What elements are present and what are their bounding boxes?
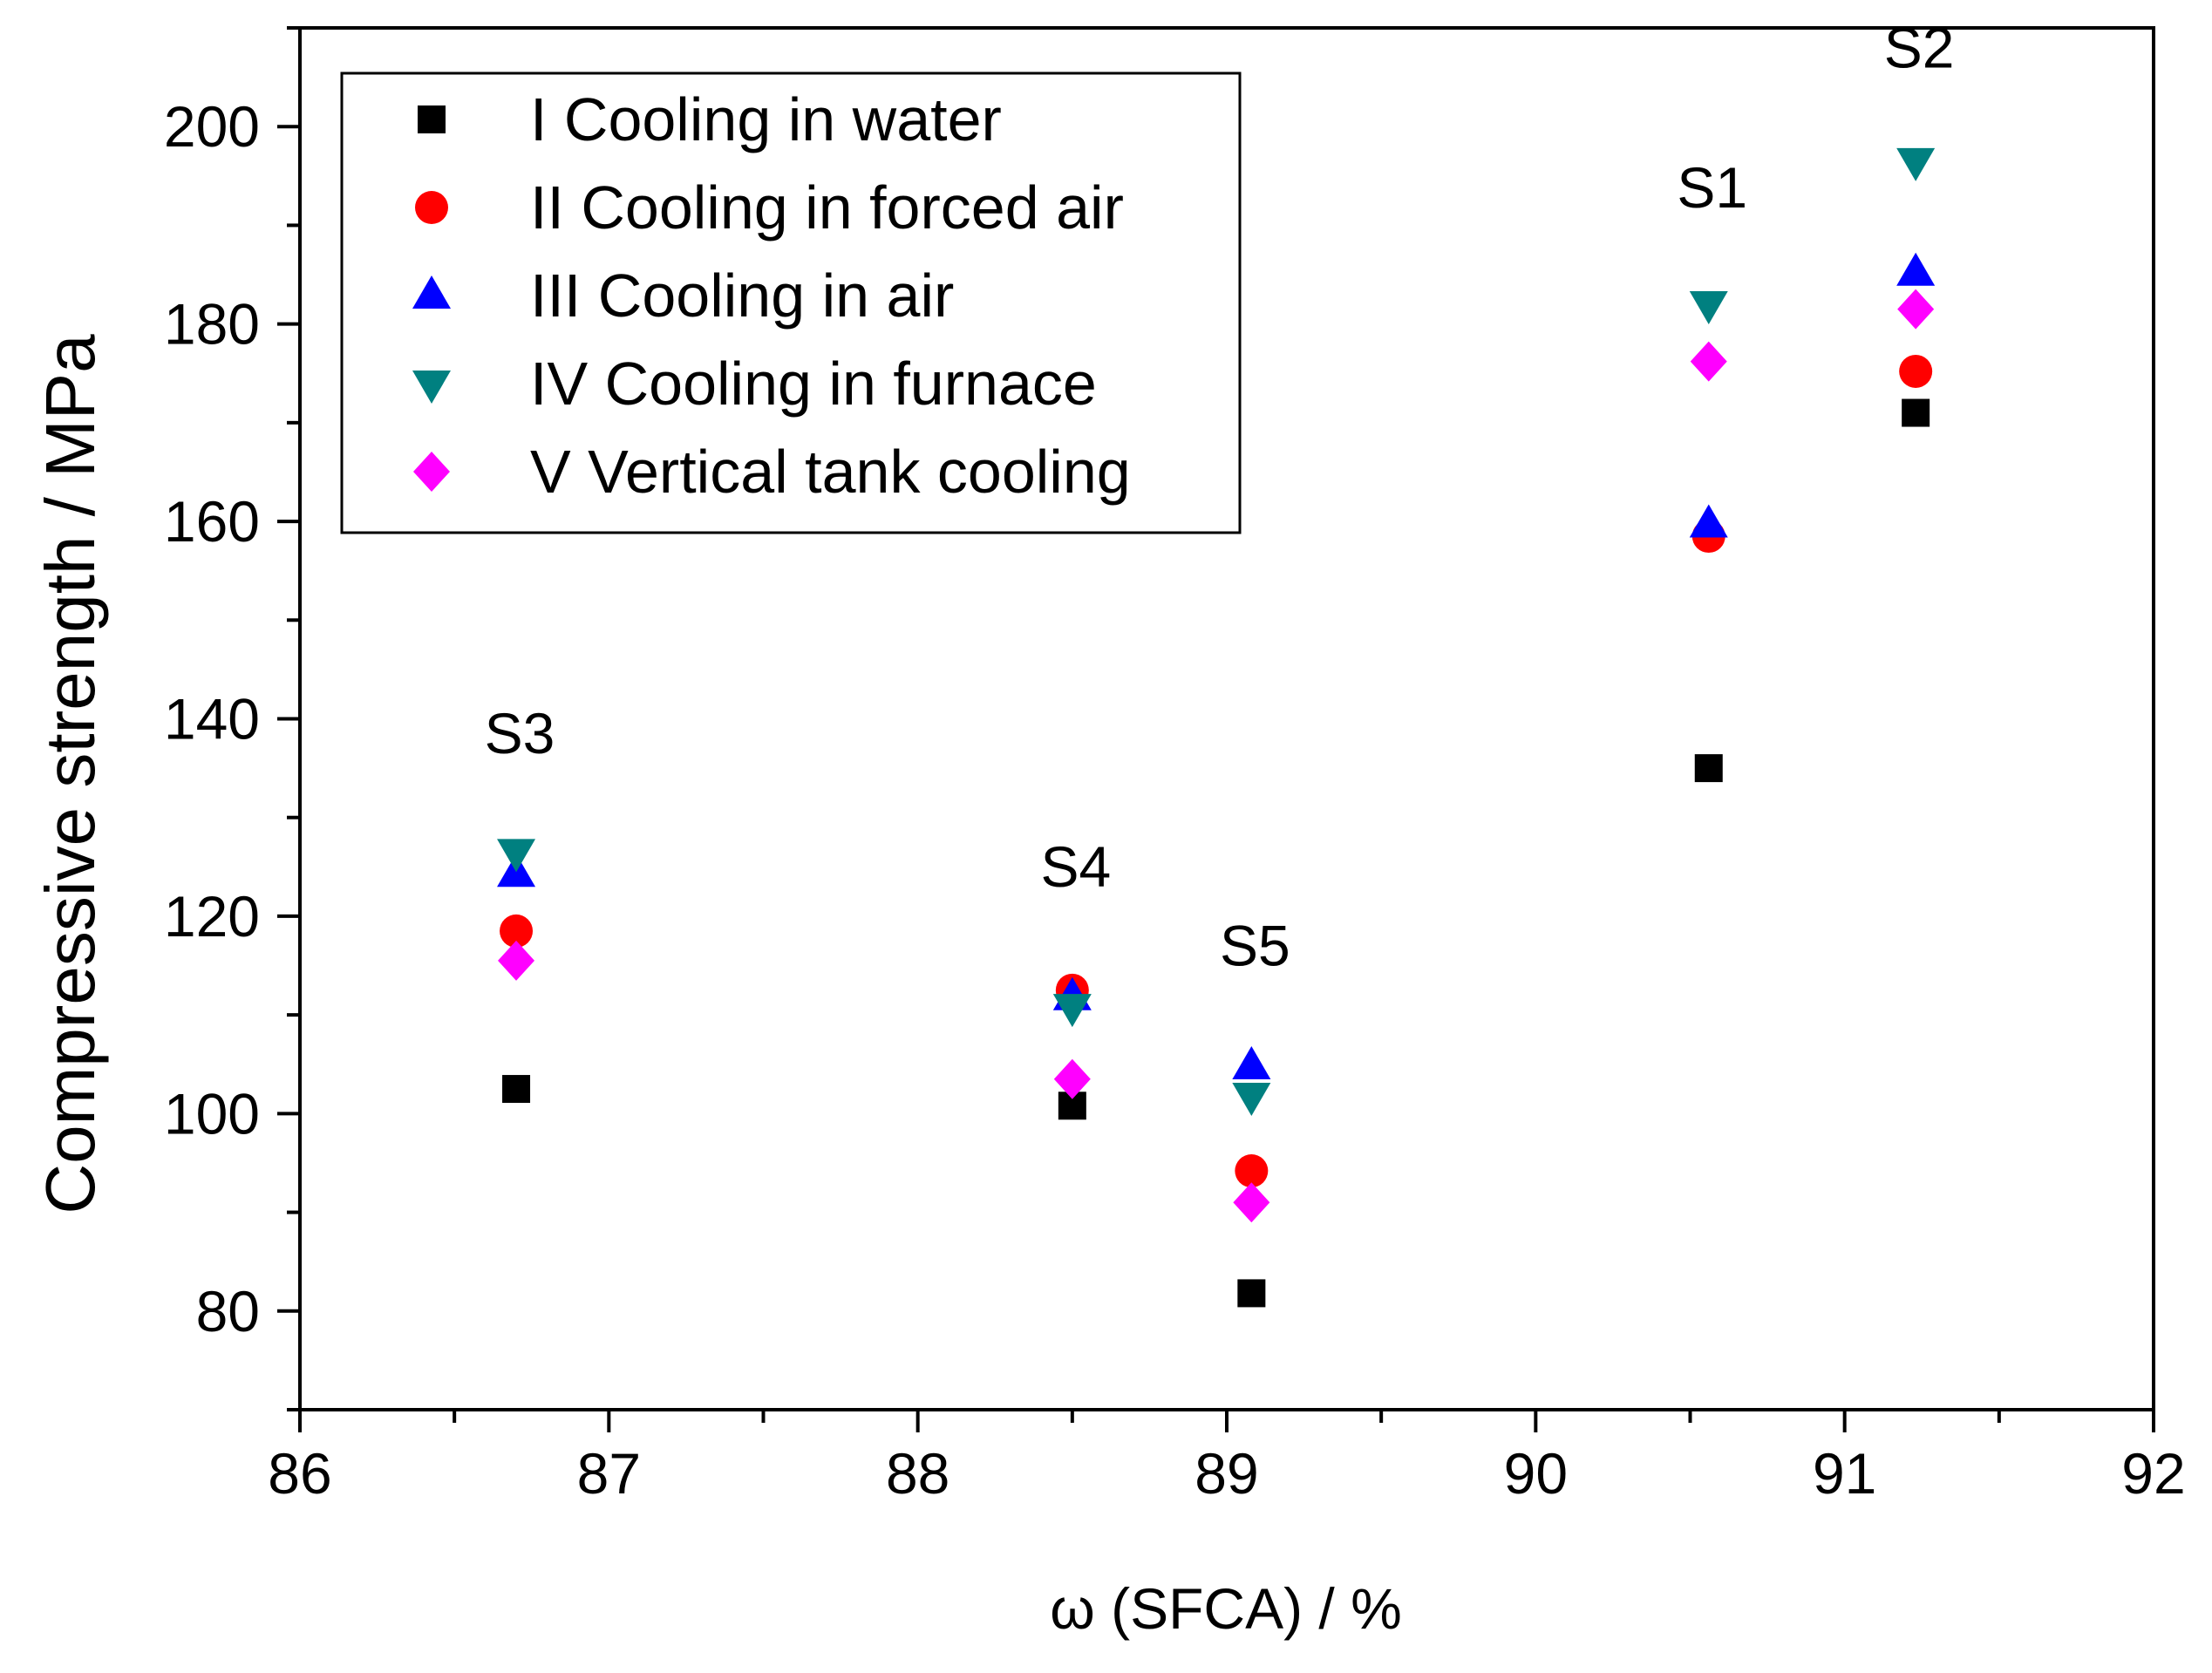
legend-marker bbox=[415, 191, 448, 224]
sample-label: S5 bbox=[1220, 914, 1290, 978]
annotations: S3 S4 S5 S1 S2 bbox=[485, 15, 1955, 977]
legend-label: III Cooling in air bbox=[530, 262, 954, 330]
y-tick-label: 160 bbox=[164, 489, 260, 554]
y-tick-label: 120 bbox=[164, 884, 260, 949]
legend-label: IV Cooling in furnace bbox=[530, 350, 1097, 418]
data-point bbox=[1237, 1279, 1266, 1308]
legend-entry: IV Cooling in furnace bbox=[412, 350, 1097, 418]
x-tick-label: 87 bbox=[577, 1441, 641, 1506]
legend-entry: I Cooling in water bbox=[418, 85, 1002, 153]
series-5 bbox=[498, 289, 1935, 1223]
legend-label: II Cooling in forced air bbox=[530, 173, 1124, 241]
series-4 bbox=[497, 147, 1936, 1116]
y-tick-label: 200 bbox=[164, 94, 260, 159]
y-tick-label: 80 bbox=[196, 1279, 260, 1343]
data-point bbox=[1052, 994, 1092, 1028]
legend-marker bbox=[418, 105, 446, 133]
legend-entry: III Cooling in air bbox=[412, 262, 954, 330]
data-point bbox=[1232, 1082, 1271, 1116]
data-point bbox=[498, 940, 535, 981]
data-point bbox=[1896, 147, 1936, 181]
data-point bbox=[500, 914, 534, 948]
data-point bbox=[1902, 398, 1930, 427]
x-tick-label: 92 bbox=[2121, 1441, 2185, 1506]
x-tick-label: 91 bbox=[1813, 1441, 1876, 1506]
data-point bbox=[1690, 341, 1727, 382]
data-point bbox=[1053, 1058, 1091, 1099]
data-point bbox=[1897, 289, 1935, 330]
x-tick-label: 88 bbox=[886, 1441, 949, 1506]
x-tick-label: 89 bbox=[1194, 1441, 1258, 1506]
data-point bbox=[1232, 1046, 1271, 1080]
data-point bbox=[1899, 354, 1933, 388]
legend-marker bbox=[412, 371, 451, 404]
axes: 86 87 88 89 90 91 92 80 100 120 140 160 180 200 bbox=[164, 26, 2186, 1506]
legend: I Cooling in water II Cooling in forced a… bbox=[340, 71, 1242, 534]
sample-label: S3 bbox=[485, 701, 555, 765]
legend-box bbox=[340, 71, 1242, 534]
sample-label: S2 bbox=[1884, 15, 1955, 79]
data-points bbox=[497, 147, 1936, 1308]
data-point bbox=[1689, 504, 1728, 538]
legend-label: I Cooling in water bbox=[530, 85, 1002, 153]
x-axis-label: ω (SFCA) / % bbox=[1050, 1576, 1402, 1641]
sample-label: S4 bbox=[1040, 834, 1111, 899]
data-point bbox=[1235, 1154, 1269, 1188]
data-point bbox=[1896, 252, 1936, 286]
series-1 bbox=[502, 398, 1930, 1308]
y-tick-label: 140 bbox=[164, 687, 260, 751]
y-tick-label: 180 bbox=[164, 292, 260, 357]
legend-entry: II Cooling in forced air bbox=[415, 173, 1124, 241]
sample-label: S1 bbox=[1677, 155, 1747, 220]
data-point bbox=[1694, 754, 1723, 783]
data-point bbox=[502, 1075, 531, 1104]
data-point bbox=[1233, 1182, 1270, 1223]
y-axis-label: Compressive strength / MPa bbox=[31, 334, 109, 1214]
y-tick-label: 100 bbox=[164, 1081, 260, 1146]
data-point bbox=[497, 839, 536, 873]
data-point bbox=[1689, 291, 1728, 324]
legend-marker bbox=[412, 275, 451, 309]
legend-marker bbox=[413, 452, 450, 492]
legend-label: V Vertical tank cooling bbox=[530, 438, 1131, 506]
x-tick-label: 86 bbox=[268, 1441, 331, 1506]
x-tick-label: 90 bbox=[1504, 1441, 1568, 1506]
legend-entry: V Vertical tank cooling bbox=[413, 438, 1131, 506]
